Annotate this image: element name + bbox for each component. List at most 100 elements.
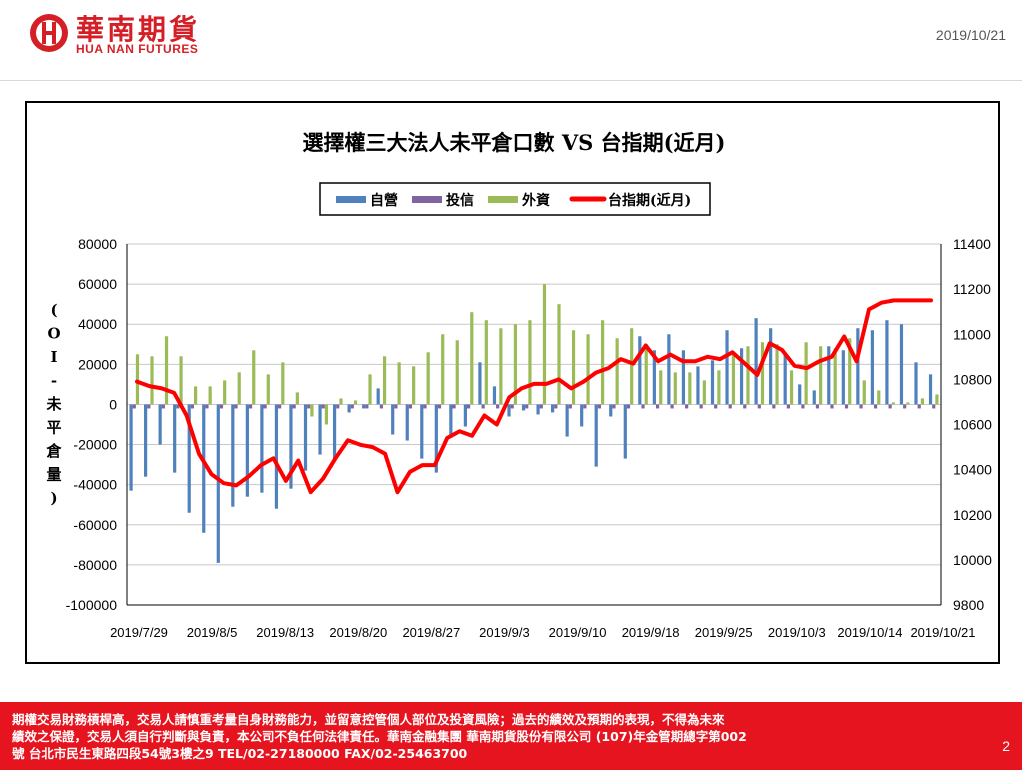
foreign-bar [310, 404, 314, 417]
bar-series-group [129, 284, 939, 563]
legend-swatch-foreign [488, 196, 518, 203]
foreign-bar [615, 338, 619, 405]
foreign-bar [252, 350, 256, 405]
trust-bar [205, 404, 209, 409]
trust-bar [699, 404, 703, 409]
y-tick-label: 80000 [78, 236, 117, 252]
trust-bar [510, 404, 514, 409]
dealer-bar [376, 388, 380, 405]
y-tick-label: 60000 [78, 276, 117, 292]
x-tick-label: 2019/9/18 [622, 625, 680, 640]
foreign-bar [862, 380, 866, 405]
dealer-bar [521, 404, 526, 411]
dealer-bar [478, 362, 482, 405]
disclaimer-line-2: 績效之保證，交易人須自行判斷與負責，本公司不負任何法律責任。華南金融集團 華南期… [12, 729, 747, 744]
dealer-bar [681, 350, 686, 405]
foreign-bar [455, 340, 459, 405]
foreign-bar [426, 352, 430, 405]
trust-bar [815, 404, 820, 409]
x-tick-label: 2019/10/14 [837, 625, 902, 640]
foreign-bar [441, 334, 445, 405]
dealer-bar [914, 362, 918, 405]
foreign-bar [775, 344, 779, 405]
trust-bar [350, 404, 354, 409]
y-tick-label: 0 [109, 396, 117, 412]
y-tick-label: -20000 [73, 437, 117, 453]
y-axis-title-char: ( [50, 301, 57, 319]
dealer-bar [187, 404, 191, 513]
y2-tick-label: 10800 [953, 371, 992, 387]
y-tick-label: -100000 [66, 597, 118, 613]
foreign-bar [513, 324, 517, 405]
dealer-bar [173, 404, 177, 473]
trust-bar [801, 404, 805, 409]
y2-tick-label: 9800 [953, 597, 984, 613]
y2-tick-label: 10200 [953, 507, 992, 523]
trust-bar [147, 404, 151, 409]
trust-bar [772, 404, 776, 409]
y-axis-title-char: O [47, 325, 60, 343]
y-tick-label: -80000 [73, 557, 117, 573]
x-tick-label: 2019/8/13 [256, 625, 314, 640]
dealer-bar [274, 404, 279, 509]
x-tick-label: 2019/9/10 [549, 625, 607, 640]
legend-label-trust: 投信 [446, 192, 474, 209]
legend-swatch-dealer [336, 196, 366, 203]
trust-bar [554, 404, 558, 409]
trust-bar [219, 404, 224, 409]
trust-bar [423, 404, 427, 409]
foreign-bar [702, 380, 706, 405]
trust-bar [176, 404, 180, 409]
trust-bar [917, 404, 921, 409]
y-tick-label: 20000 [78, 356, 117, 372]
x-tick-label: 2019/9/25 [695, 625, 753, 640]
foreign-bar [717, 370, 721, 405]
foreign-bar [295, 392, 299, 405]
foreign-bar [804, 342, 808, 405]
trust-bar [655, 404, 660, 409]
trust-bar [583, 404, 587, 409]
foreign-bar [571, 330, 576, 405]
foreign-bar [644, 344, 648, 405]
dealer-bar [798, 384, 802, 405]
page-header: 華南期貨 HUA NAN FUTURES 2019/10/21 [0, 0, 1022, 81]
legend-label-foreign: 外資 [522, 192, 550, 209]
trust-bar [670, 404, 674, 409]
foreign-bar [760, 342, 765, 405]
trust-bar [539, 404, 543, 409]
foreign-bar [470, 312, 474, 405]
dealer-bar [420, 404, 424, 459]
disclaimer-text: 期權交易財務槓桿高，交易人請慎重考量自身財務能力，並留意控管個人部位及投資風險；… [12, 711, 932, 762]
dealer-bar [449, 404, 453, 435]
chart-title: 選擇權三大法人未平倉口數 VS 台指期(近月) [303, 130, 726, 155]
y-tick-label: 40000 [78, 316, 117, 332]
header-divider [0, 80, 1022, 81]
trust-bar [234, 404, 238, 409]
trust-bar [612, 404, 616, 409]
trust-bar [452, 404, 456, 409]
dealer-bar [362, 404, 366, 409]
dealer-bar [347, 404, 351, 413]
trust-bar [597, 404, 602, 409]
trust-bar [743, 404, 747, 409]
trust-bar [292, 404, 296, 409]
foreign-bar [891, 402, 895, 405]
disclaimer-line-3: 號 台北市民生東路四段54號3樓之9 TEL/02-27180000 FAX/0… [12, 746, 468, 761]
foreign-bar [789, 370, 794, 405]
dealer-bar [827, 346, 831, 405]
foreign-bar [630, 328, 634, 405]
dealer-bar [463, 404, 467, 427]
dealer-bar [609, 404, 613, 417]
y2-tick-label: 10400 [953, 462, 992, 478]
foreign-bar [877, 390, 881, 405]
foreign-bar [179, 356, 183, 405]
x-tick-label: 2019/8/5 [187, 625, 238, 640]
trust-bar [481, 404, 485, 409]
dealer-bar [216, 404, 220, 563]
dealer-bar [870, 330, 874, 405]
foreign-bar [164, 336, 169, 405]
y2-tick-label: 10000 [953, 552, 992, 568]
dealer-bar [856, 328, 860, 405]
trust-bar [307, 404, 311, 409]
